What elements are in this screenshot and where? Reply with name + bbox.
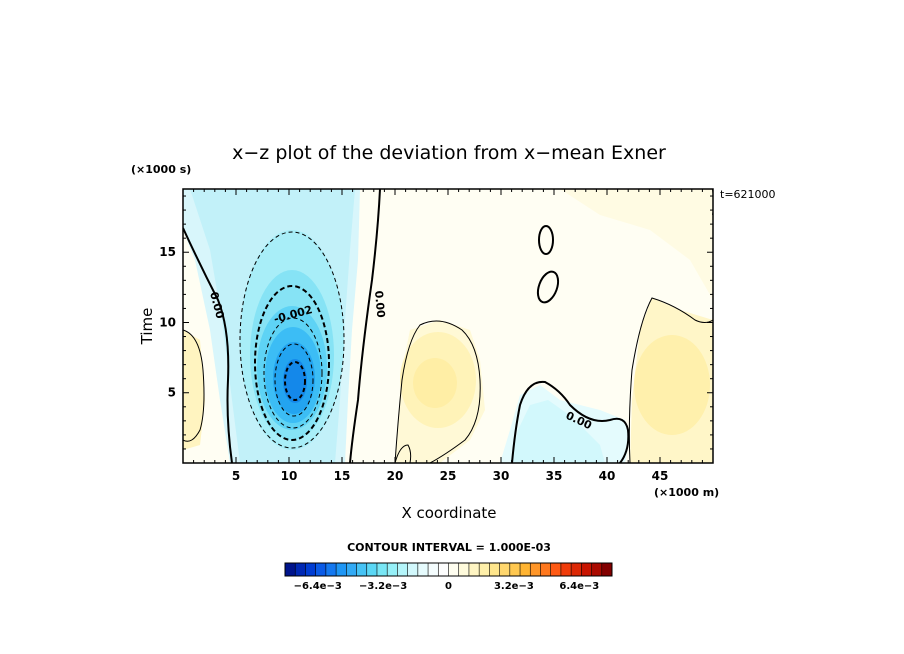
colorbar-swatch <box>336 563 347 576</box>
colorbar-swatch <box>499 563 511 576</box>
colorbar-swatch <box>315 563 327 576</box>
colorbar-tick-label: −6.4e−3 <box>294 581 342 592</box>
y-tick-label: 10 <box>159 315 176 329</box>
colorbar-ticks: −6.4e−3 −3.2e−3 0 3.2e−3 6.4e−3 <box>294 581 600 592</box>
x-unit-label: (×1000 m) <box>654 486 719 499</box>
colorbar-swatch <box>325 563 337 576</box>
colorbar-swatch <box>550 563 562 576</box>
colorbar-swatch <box>509 563 521 576</box>
colorbar-swatch <box>356 563 368 576</box>
colorbar-swatch <box>417 563 429 576</box>
colorbar-swatch <box>489 563 500 576</box>
shaded-field <box>183 189 713 463</box>
y-tick-label: 5 <box>168 386 176 400</box>
colorbar-swatch <box>479 563 490 576</box>
colorbar-swatch <box>397 563 408 576</box>
contour-lines <box>183 189 713 463</box>
x-tick-label: 15 <box>334 469 351 483</box>
x-tick-label: 45 <box>652 469 669 483</box>
contour-label: 0.00 <box>372 290 387 319</box>
contour-interval: CONTOUR INTERVAL = 1.000E-03 <box>347 541 551 554</box>
y-tick-label: 15 <box>159 245 176 259</box>
colorbar-tick-label: 3.2e−3 <box>494 581 534 592</box>
x-tick-label: 40 <box>599 469 616 483</box>
x-tick-label: 10 <box>281 469 298 483</box>
colorbar-tick-label: 0 <box>445 581 452 592</box>
x-axis: 5 10 15 20 25 30 35 40 45 <box>193 189 703 483</box>
x-tick-label: 25 <box>440 469 457 483</box>
colorbar-swatch <box>530 563 541 576</box>
colorbar-swatch <box>560 563 572 576</box>
colorbar-swatch <box>305 563 316 576</box>
chart-title: x−z plot of the deviation from x−mean Ex… <box>232 142 666 164</box>
colorbar-swatch <box>448 563 460 576</box>
colorbar-swatch <box>295 563 306 576</box>
x-tick-label: 30 <box>493 469 510 483</box>
time-label: t=621000 <box>720 188 776 201</box>
y-axis-title: Time <box>138 308 156 346</box>
x-tick-label: 20 <box>387 469 404 483</box>
colorbar-swatch <box>428 563 439 576</box>
colorbar-swatch <box>540 563 551 576</box>
x-tick-label: 35 <box>546 469 563 483</box>
colorbar-swatch <box>601 563 613 576</box>
colorbar <box>284 562 613 577</box>
colorbar-frame <box>284 562 613 577</box>
colorbar-swatch <box>376 563 388 576</box>
colorbar-swatch <box>468 563 480 576</box>
x-axis-title: X coordinate <box>401 504 496 522</box>
colorbar-swatch <box>285 563 296 576</box>
x-tick-label: 5 <box>232 469 240 483</box>
colorbar-swatch <box>346 563 357 576</box>
colorbar-swatch <box>571 563 582 576</box>
colorbar-swatch <box>366 563 378 576</box>
colorbar-tick-label: 6.4e−3 <box>559 581 599 592</box>
colorbar-swatch <box>438 563 449 576</box>
colorbar-swatch <box>591 563 603 576</box>
colorbar-swatch <box>407 563 419 576</box>
colorbar-swatch <box>520 563 531 576</box>
colorbar-swatch <box>458 563 470 576</box>
colorbar-swatch <box>387 563 398 576</box>
colorbar-swatch <box>581 563 592 576</box>
y-unit-label: (×1000 s) <box>131 163 191 176</box>
colorbar-tick-label: −3.2e−3 <box>359 581 407 592</box>
y-axis: 5 10 15 <box>159 195 713 450</box>
